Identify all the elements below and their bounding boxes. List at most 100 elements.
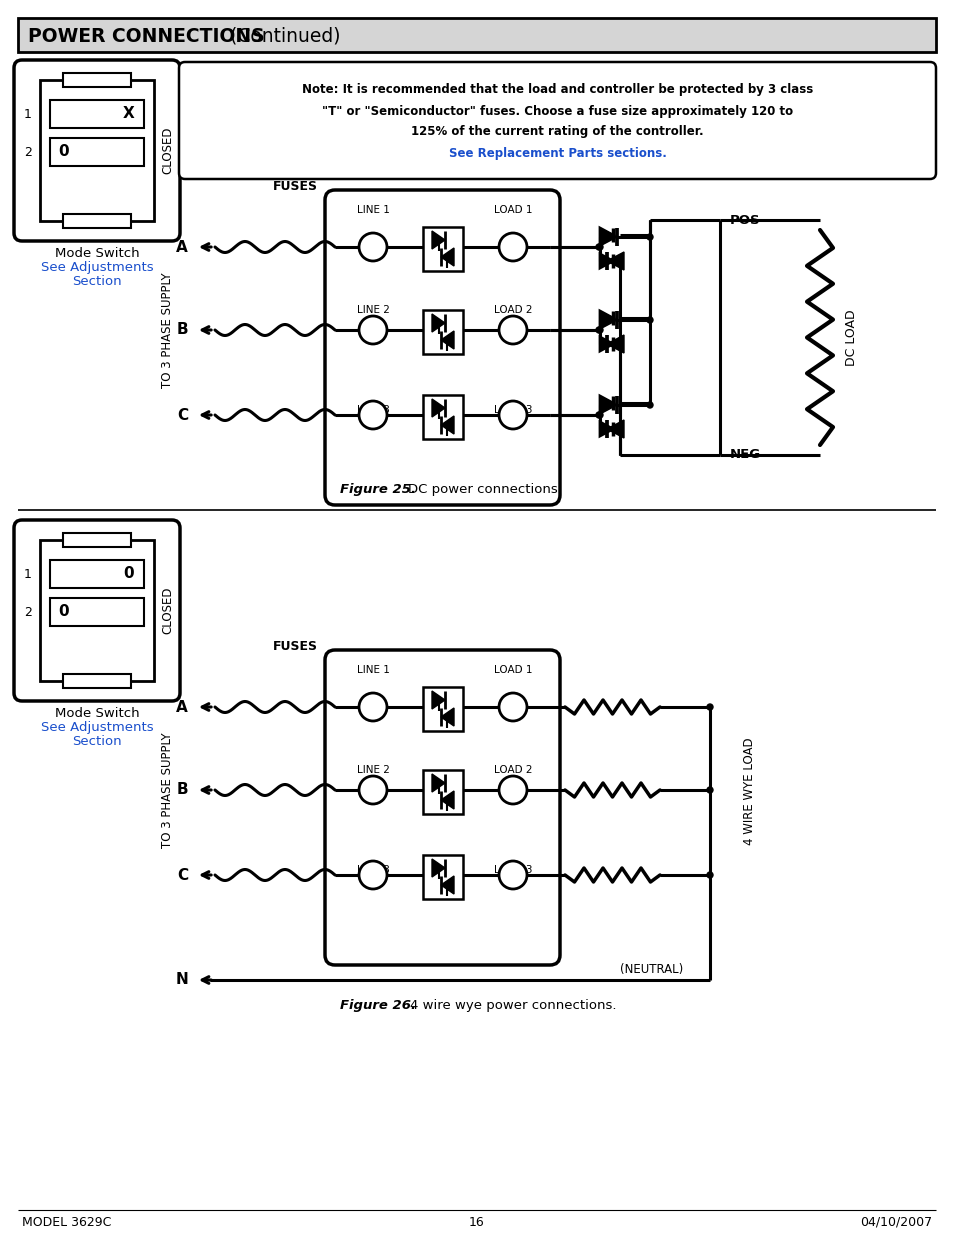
Polygon shape bbox=[606, 252, 623, 270]
Circle shape bbox=[646, 317, 652, 324]
Polygon shape bbox=[432, 399, 444, 417]
Circle shape bbox=[706, 704, 712, 710]
Text: See Adjustments: See Adjustments bbox=[41, 721, 153, 734]
Bar bbox=[50, 100, 144, 128]
Polygon shape bbox=[432, 314, 444, 332]
Bar bbox=[40, 80, 153, 221]
Polygon shape bbox=[432, 774, 444, 792]
Text: DC LOAD: DC LOAD bbox=[844, 309, 857, 366]
Text: NEG: NEG bbox=[729, 448, 760, 462]
Bar bbox=[63, 73, 132, 86]
Text: LINE 2: LINE 2 bbox=[356, 764, 389, 776]
Polygon shape bbox=[440, 331, 454, 350]
Circle shape bbox=[358, 401, 387, 429]
Circle shape bbox=[597, 412, 602, 417]
Circle shape bbox=[617, 258, 622, 264]
Bar bbox=[422, 687, 462, 731]
Text: FUSES: FUSES bbox=[273, 640, 317, 652]
Circle shape bbox=[498, 776, 526, 804]
Text: CLOSED: CLOSED bbox=[161, 587, 174, 635]
Text: LINE 2: LINE 2 bbox=[356, 305, 389, 315]
Text: Figure 26.: Figure 26. bbox=[339, 999, 416, 1011]
Text: "T" or "Semiconductor" fuses. Choose a fuse size approximately 120 to: "T" or "Semiconductor" fuses. Choose a f… bbox=[321, 105, 792, 117]
Polygon shape bbox=[599, 254, 613, 268]
Text: B: B bbox=[176, 783, 188, 798]
Text: 0: 0 bbox=[123, 567, 133, 582]
Text: B: B bbox=[176, 322, 188, 337]
Polygon shape bbox=[599, 337, 613, 351]
Text: 04/10/2007: 04/10/2007 bbox=[859, 1215, 931, 1229]
Polygon shape bbox=[599, 311, 617, 329]
Polygon shape bbox=[432, 231, 444, 249]
Text: LOAD 2: LOAD 2 bbox=[494, 305, 532, 315]
Circle shape bbox=[498, 233, 526, 261]
Circle shape bbox=[597, 327, 602, 333]
Text: (Continued): (Continued) bbox=[224, 26, 340, 46]
Circle shape bbox=[498, 316, 526, 345]
Text: A: A bbox=[176, 240, 188, 254]
Text: X: X bbox=[122, 106, 133, 121]
Text: LOAD 1: LOAD 1 bbox=[494, 205, 532, 215]
FancyBboxPatch shape bbox=[14, 520, 180, 701]
Circle shape bbox=[358, 233, 387, 261]
Circle shape bbox=[358, 693, 387, 721]
Text: 4 wire wye power connections.: 4 wire wye power connections. bbox=[410, 999, 616, 1011]
Circle shape bbox=[358, 316, 387, 345]
Text: LINE 3: LINE 3 bbox=[356, 405, 389, 415]
Bar bbox=[422, 855, 462, 899]
Text: LINE 1: LINE 1 bbox=[356, 664, 389, 676]
Polygon shape bbox=[440, 248, 454, 266]
Text: See Replacement Parts sections.: See Replacement Parts sections. bbox=[448, 147, 666, 159]
Polygon shape bbox=[440, 790, 454, 809]
Polygon shape bbox=[599, 311, 613, 325]
Circle shape bbox=[498, 861, 526, 889]
Text: POS: POS bbox=[729, 214, 760, 226]
Polygon shape bbox=[432, 860, 444, 877]
Circle shape bbox=[596, 412, 601, 417]
Polygon shape bbox=[440, 708, 454, 726]
Bar bbox=[422, 310, 462, 354]
Text: FUSES: FUSES bbox=[273, 179, 317, 193]
Circle shape bbox=[596, 245, 601, 249]
Bar bbox=[50, 559, 144, 588]
Polygon shape bbox=[606, 335, 623, 353]
Polygon shape bbox=[599, 228, 617, 246]
Bar bbox=[18, 19, 935, 52]
Bar bbox=[63, 214, 132, 228]
Bar bbox=[422, 227, 462, 270]
Text: DC power connections.: DC power connections. bbox=[408, 483, 561, 496]
Bar bbox=[63, 674, 132, 688]
FancyBboxPatch shape bbox=[14, 61, 180, 241]
Text: C: C bbox=[176, 408, 188, 422]
Text: LOAD 3: LOAD 3 bbox=[494, 405, 532, 415]
Text: N: N bbox=[175, 972, 188, 988]
Text: 2: 2 bbox=[24, 146, 31, 158]
Text: CLOSED: CLOSED bbox=[161, 127, 174, 174]
FancyBboxPatch shape bbox=[325, 650, 559, 965]
FancyBboxPatch shape bbox=[179, 62, 935, 179]
Polygon shape bbox=[599, 422, 613, 436]
Polygon shape bbox=[432, 692, 444, 709]
FancyBboxPatch shape bbox=[325, 190, 559, 505]
Text: LOAD 1: LOAD 1 bbox=[494, 664, 532, 676]
Text: LOAD 3: LOAD 3 bbox=[494, 864, 532, 876]
Text: A: A bbox=[176, 699, 188, 715]
Text: Figure 25.: Figure 25. bbox=[339, 483, 416, 496]
Text: LOAD 2: LOAD 2 bbox=[494, 764, 532, 776]
Circle shape bbox=[358, 776, 387, 804]
Polygon shape bbox=[440, 876, 454, 894]
Bar bbox=[422, 395, 462, 438]
Bar bbox=[50, 598, 144, 626]
Circle shape bbox=[498, 693, 526, 721]
Text: 0: 0 bbox=[58, 604, 69, 620]
Text: TO 3 PHASE SUPPLY: TO 3 PHASE SUPPLY bbox=[161, 272, 174, 388]
Text: 16: 16 bbox=[469, 1215, 484, 1229]
Circle shape bbox=[646, 233, 652, 240]
Circle shape bbox=[706, 872, 712, 878]
Circle shape bbox=[706, 787, 712, 793]
Bar bbox=[422, 769, 462, 814]
Circle shape bbox=[358, 861, 387, 889]
Text: 1: 1 bbox=[24, 107, 31, 121]
Bar bbox=[50, 138, 144, 165]
Text: Note: It is recommended that the load and controller be protected by 3 class: Note: It is recommended that the load an… bbox=[301, 84, 812, 96]
